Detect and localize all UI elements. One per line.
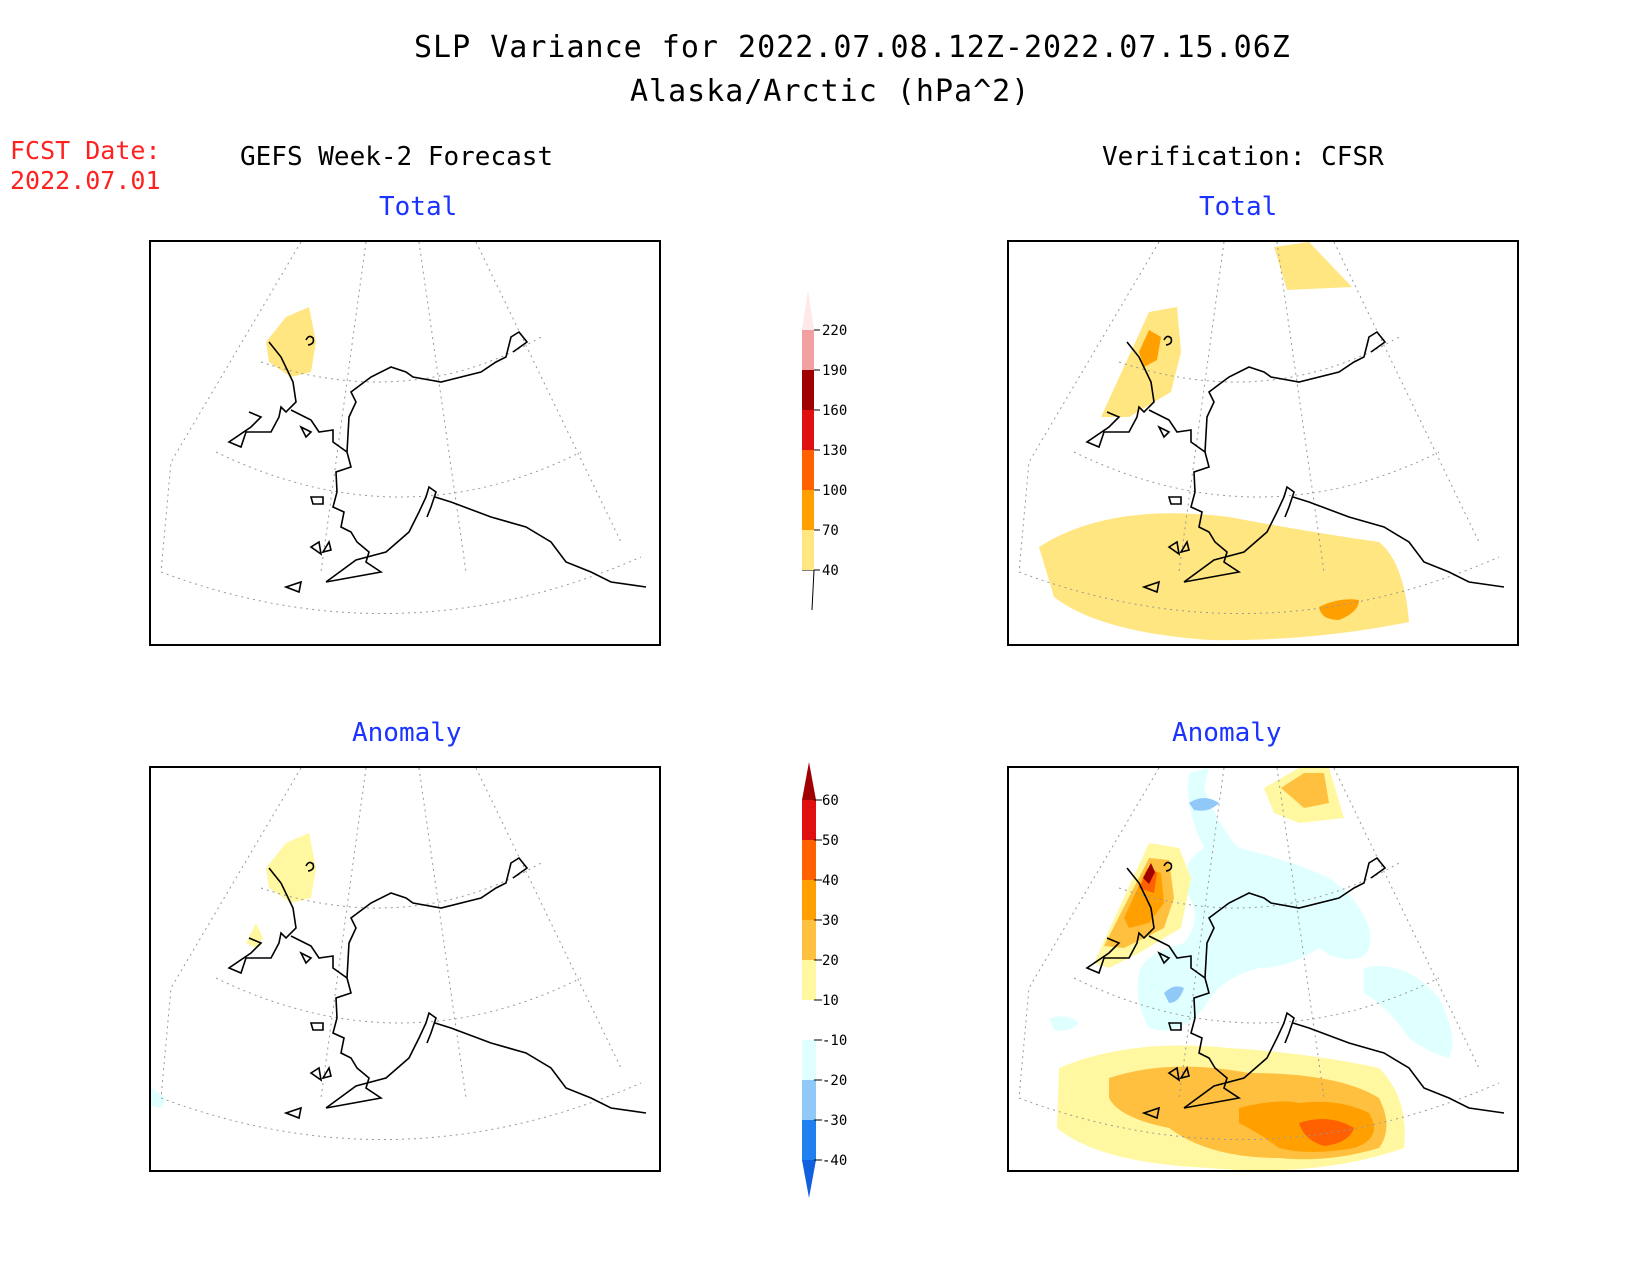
map-forecast-total (149, 240, 661, 646)
graticule (160, 768, 642, 1140)
colorbar-total-segment (802, 530, 814, 570)
map-verification-total (1007, 240, 1519, 646)
colorbar-total-segment (802, 330, 814, 370)
map-forecast-anomaly (149, 766, 661, 1172)
colorbar-total-top-segment (802, 290, 814, 330)
colorbar-anomaly-segment (802, 1120, 816, 1160)
subtitle-verification-anomaly: Anomaly (1172, 718, 1282, 748)
colorbar-total-tick-label: 220 (822, 323, 847, 339)
colorbar-anomaly-top-triangle (802, 762, 816, 800)
colorbar-anomaly-tick-label: -20 (822, 1073, 847, 1089)
colorbar-anomaly-tick-label: 40 (822, 873, 839, 889)
colorbar-total-tick-label: 70 (822, 523, 839, 539)
column-header-forecast: GEFS Week-2 Forecast (240, 142, 554, 172)
coastline (227, 330, 647, 594)
title-line-1: SLP Variance for 2022.07.08.12Z-2022.07.… (414, 30, 1291, 65)
graticule (160, 242, 642, 614)
anomaly-contours (151, 833, 316, 1108)
colorbar-total-tick-label: 130 (822, 443, 847, 459)
colorbar-total-tick-label: 40 (822, 563, 839, 579)
colorbar-anomaly-segment (802, 840, 816, 880)
colorbar-anomaly-segment (802, 1000, 816, 1040)
subtitle-forecast-anomaly: Anomaly (352, 718, 462, 748)
colorbar-anomaly-segment (802, 1080, 816, 1120)
colorbar-anomaly-segment (802, 1040, 816, 1080)
colorbar-anomaly-tick-label: 60 (822, 793, 839, 809)
variance-contours (1039, 242, 1409, 641)
colorbar-anomaly-segment (802, 880, 816, 920)
colorbar-anomaly-tick-label: 50 (822, 833, 839, 849)
colorbar-anomaly-tick-label: 20 (822, 953, 839, 969)
colorbar-anomaly-segment (802, 920, 816, 960)
colorbar-total-segments: 40 70 100 130 160 190 220 (802, 290, 847, 611)
map-verification-anomaly (1007, 766, 1519, 1172)
colorbar-total-tick-label: 160 (822, 403, 847, 419)
fcst-date-value: 2022.07.01 (10, 166, 161, 195)
colorbar-anomaly-segment (802, 800, 816, 840)
colorbar-anomaly: -40 -30 -20 -10 10 20 30 40 50 60 (802, 762, 847, 1198)
colorbar-anomaly-segments: -40 -30 -20 -10 10 20 30 40 50 60 (802, 762, 847, 1198)
coastline (1085, 856, 1505, 1120)
colorbar-total-segment (802, 450, 814, 490)
colorbar-anomaly-tick-label: 30 (822, 913, 839, 929)
coastline (227, 856, 647, 1120)
colorbar-total-segment (802, 410, 814, 450)
anomaly-contours (1049, 768, 1453, 1170)
colorbar-anomaly-tick-label: -30 (822, 1113, 847, 1129)
colorbar-total-segment (802, 490, 814, 530)
colorbar-anomaly-segment (802, 960, 816, 1000)
coastline (1085, 330, 1505, 594)
colorbar-anomaly-tick-label: -10 (822, 1033, 847, 1049)
variance-contours (266, 307, 316, 377)
colorbar-total-tick-label: 190 (822, 363, 847, 379)
subtitle-verification-total: Total (1199, 192, 1278, 222)
colorbar-total: 40 70 100 130 160 190 220 (802, 290, 847, 611)
colorbar-total-bottom-tail (802, 569, 815, 611)
colorbar-anomaly-tick-label: -40 (822, 1153, 847, 1169)
colorbar-total-tick-label: 100 (822, 483, 847, 499)
colorbar-total-segment (802, 370, 814, 410)
fcst-date-label: FCST Date: (10, 136, 161, 165)
colorbar-anomaly-bottom-triangle (802, 1160, 816, 1198)
column-header-verification: Verification: CFSR (1102, 142, 1384, 172)
title-line-2: Alaska/Arctic (hPa^2) (630, 74, 1031, 109)
colorbar-anomaly-tick-label: 10 (822, 993, 839, 1009)
subtitle-forecast-total: Total (379, 192, 458, 222)
